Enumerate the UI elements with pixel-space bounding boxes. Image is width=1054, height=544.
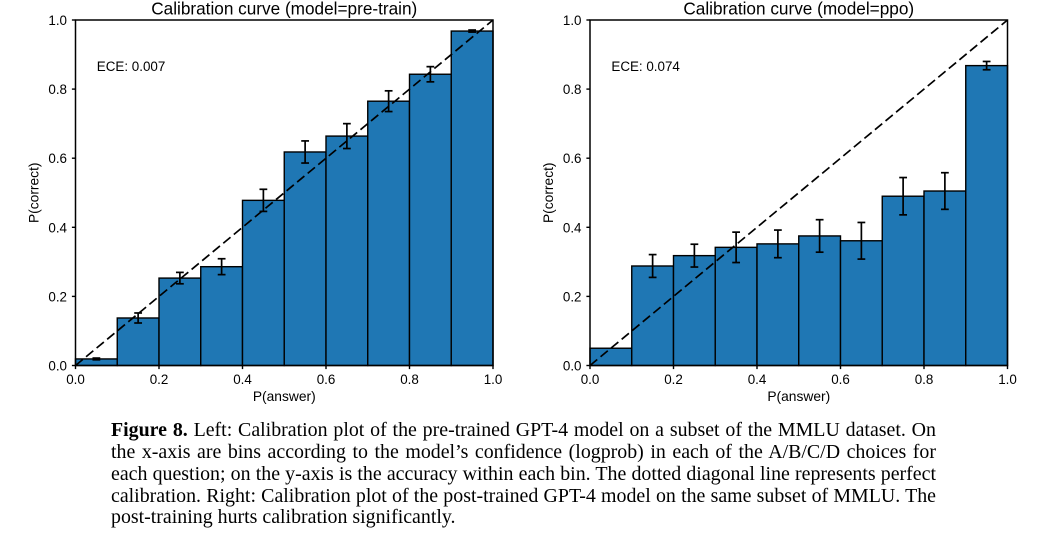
svg-text:0.2: 0.2 <box>150 372 169 387</box>
svg-text:P(answer): P(answer) <box>767 389 830 404</box>
svg-text:0.8: 0.8 <box>915 372 934 387</box>
svg-text:0.0: 0.0 <box>66 372 85 387</box>
svg-text:0.2: 0.2 <box>563 289 582 304</box>
svg-text:1.0: 1.0 <box>48 13 67 28</box>
svg-text:1.0: 1.0 <box>998 372 1017 387</box>
svg-text:Calibration curve (model=pre-t: Calibration curve (model=pre-train) <box>151 0 417 18</box>
svg-text:ECE: 0.074: ECE: 0.074 <box>611 59 680 74</box>
svg-text:0.8: 0.8 <box>400 372 419 387</box>
svg-text:0.2: 0.2 <box>664 372 683 387</box>
svg-text:0.8: 0.8 <box>563 82 582 97</box>
svg-text:P(answer): P(answer) <box>253 389 316 404</box>
svg-text:0.6: 0.6 <box>831 372 850 387</box>
svg-text:0.6: 0.6 <box>48 151 67 166</box>
svg-text:0.4: 0.4 <box>233 372 252 387</box>
svg-text:Calibration curve (model=ppo): Calibration curve (model=ppo) <box>683 0 914 18</box>
svg-text:0.0: 0.0 <box>581 372 600 387</box>
svg-text:0.0: 0.0 <box>563 359 582 374</box>
svg-text:0.0: 0.0 <box>48 359 67 374</box>
svg-text:ECE: 0.007: ECE: 0.007 <box>97 59 165 74</box>
svg-text:0.2: 0.2 <box>48 289 67 304</box>
svg-text:0.4: 0.4 <box>748 372 767 387</box>
svg-text:1.0: 1.0 <box>563 13 582 28</box>
svg-text:P(correct): P(correct) <box>27 162 42 223</box>
svg-text:0.6: 0.6 <box>563 151 582 166</box>
svg-text:0.4: 0.4 <box>48 220 67 235</box>
svg-text:0.4: 0.4 <box>563 220 582 235</box>
svg-text:1.0: 1.0 <box>484 372 503 387</box>
svg-text:0.8: 0.8 <box>48 82 67 97</box>
svg-text:0.6: 0.6 <box>317 372 336 387</box>
svg-text:P(correct): P(correct) <box>541 162 556 223</box>
